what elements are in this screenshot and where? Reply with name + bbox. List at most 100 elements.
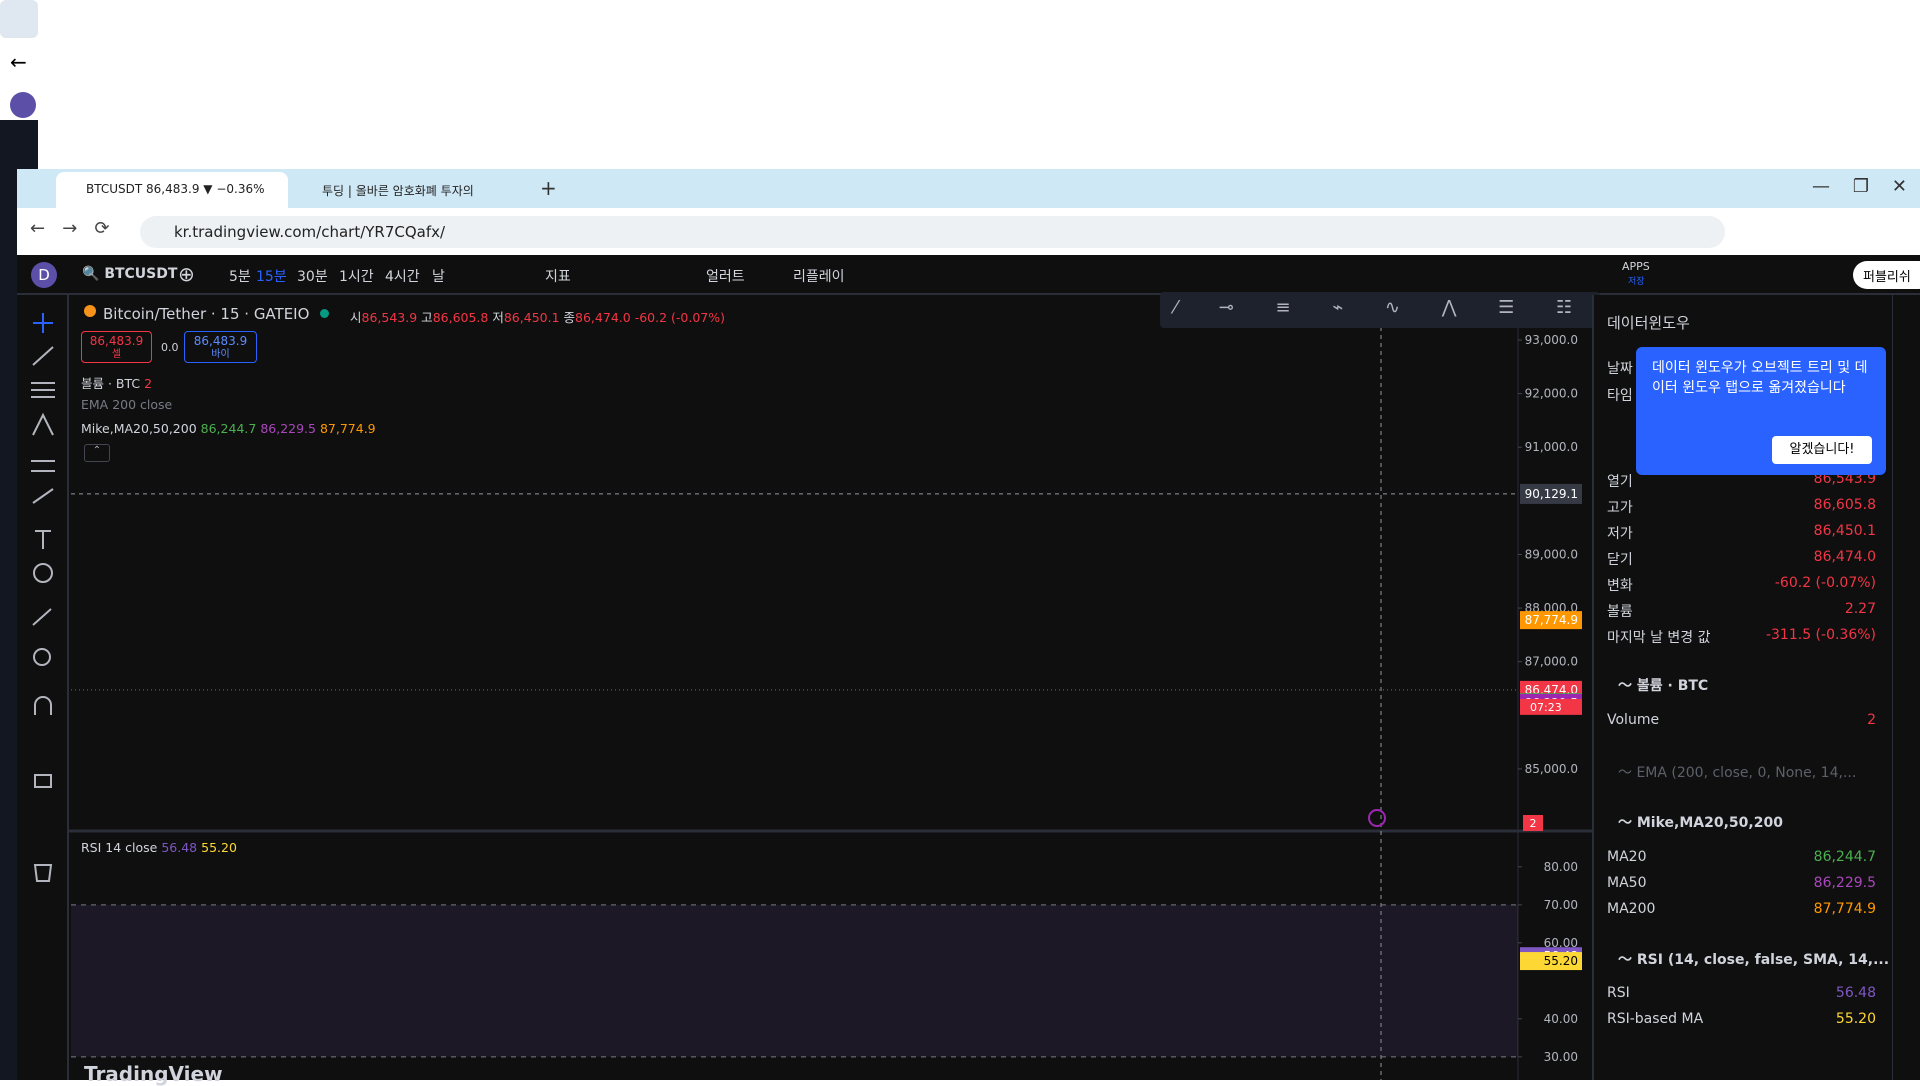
replay-marker[interactable] xyxy=(1368,809,1386,827)
crosshair-tool[interactable] xyxy=(33,313,53,333)
section-title[interactable]: 〜 Mike,MA20,50,200 xyxy=(1618,815,1783,831)
buy-label[interactable]: 바이 xyxy=(211,349,230,360)
price-badge-label: 55.20 xyxy=(1544,954,1578,968)
zoom-tool[interactable] xyxy=(33,648,51,666)
tab-title[interactable]: BTCUSDT 86,483.9 ▼ −0.36% xyxy=(86,182,265,196)
trash-tool[interactable] xyxy=(33,864,53,882)
tab-title[interactable]: 투딩 | 올바른 암호화폐 투자의 xyxy=(322,184,474,198)
lock-tool[interactable] xyxy=(34,774,52,788)
collapse-legend[interactable]: ⌃ xyxy=(84,444,110,462)
compare[interactable]: ⊕ xyxy=(178,262,195,286)
row-value: -60.2 (-0.07%) xyxy=(1774,575,1876,591)
tick-label: 70.00 xyxy=(1544,898,1578,912)
countdown: 07:23 xyxy=(1530,701,1562,714)
section-title[interactable]: 〜 EMA (200, close, 0, None, 14,... xyxy=(1618,765,1857,781)
drawing-toolbar xyxy=(17,295,69,1080)
price-badge xyxy=(1520,611,1582,630)
brand[interactable]: TradingView xyxy=(84,1062,223,1086)
countdown-badge xyxy=(1520,698,1582,715)
mike-legend[interactable]: Mike,MA20,50,200 86,244.7 86,229.5 87,77… xyxy=(81,421,376,436)
row-value: 87,774.9 xyxy=(1813,901,1876,917)
publish[interactable]: 퍼블리쉬 xyxy=(1853,261,1920,289)
crosshair-badge xyxy=(1520,483,1582,504)
ohlc-value: 86,450.1 xyxy=(503,310,560,325)
menu-button[interactable] xyxy=(0,0,38,38)
row-value: 86,605.8 xyxy=(1813,497,1876,513)
tick-label: 30.00 xyxy=(1544,1050,1578,1064)
interval[interactable]: 날 xyxy=(432,269,445,285)
ruler-tool[interactable] xyxy=(32,608,52,626)
new-tab[interactable]: + xyxy=(540,176,557,200)
ohlc-item: 종86,474.0 xyxy=(564,310,635,325)
symbol[interactable]: BTCUSDT xyxy=(104,266,178,282)
profile-icon[interactable] xyxy=(10,92,36,118)
window-controls[interactable]: — ❐ ✕ xyxy=(1812,176,1907,197)
symbol-search[interactable]: 🔍 BTCUSDT xyxy=(82,266,178,282)
ohlc-value: 86,474.0 xyxy=(575,310,631,325)
hidden-row: 타임 xyxy=(1607,388,1633,404)
tooltip-text: 데이터 윈도우가 오브젝트 트리 및 데이터 윈도우 탭으로 옮겨졌습니다 xyxy=(1652,360,1868,396)
apps[interactable]: APPS xyxy=(1622,260,1650,273)
tick-label: 40.00 xyxy=(1544,1012,1578,1026)
floating-toolbar[interactable]: ⁄ ⊸ ≡ ⌁ ∿ ⋀ ☰ ☷ ▢ T xyxy=(1160,292,1684,328)
spread: 0.0 xyxy=(161,341,179,354)
tab-bar xyxy=(17,169,1920,208)
section-title[interactable]: 〜 볼륨 · BTC xyxy=(1618,678,1709,694)
symbol-title[interactable]: Bitcoin/Tether · 15 · GATEIO xyxy=(103,305,310,323)
ema-legend[interactable]: EMA 200 close xyxy=(81,397,173,412)
pattern-tool[interactable] xyxy=(32,412,54,436)
url-field[interactable] xyxy=(140,216,1725,248)
interval[interactable]: 4시간 xyxy=(385,269,420,285)
interval[interactable]: 30분 xyxy=(297,269,328,285)
back-arrow[interactable]: ← xyxy=(10,50,27,74)
symbol-icon xyxy=(84,305,96,317)
sell-button[interactable]: 86,483.9 셀 xyxy=(81,331,152,363)
row-value: 2.27 xyxy=(1844,601,1876,617)
row-label: RSI-based MA xyxy=(1607,1011,1704,1027)
buy-price[interactable]: 86,483.9 xyxy=(193,334,248,348)
chart-area xyxy=(69,295,1592,1080)
save[interactable]: 저장 xyxy=(1628,277,1645,287)
avatar[interactable]: D xyxy=(31,262,57,288)
magnet-tool[interactable] xyxy=(34,696,52,715)
emoji-tool[interactable] xyxy=(33,563,53,583)
rsi-value: 56.48 xyxy=(161,840,198,855)
tick-label: 85,000.0 xyxy=(1525,762,1578,776)
rsi-section: RSI (14, close, false, SMA, 14,... xyxy=(1636,952,1890,968)
row-label: 저가 xyxy=(1607,526,1633,542)
url[interactable]: kr.tradingview.com/chart/YR7CQafx/ xyxy=(174,223,446,241)
brush-tool[interactable] xyxy=(32,488,54,504)
interval[interactable]: 15분 xyxy=(256,269,287,285)
line-tool[interactable] xyxy=(32,346,54,366)
ma50-value: 86,229.5 xyxy=(260,421,316,436)
text-tool[interactable] xyxy=(35,530,51,549)
buy-button[interactable]: 86,483.9 바이 xyxy=(184,331,257,363)
volume-value: 2 xyxy=(144,376,153,391)
interval[interactable]: 1시간 xyxy=(339,269,374,285)
alert[interactable]: 얼러트 xyxy=(706,269,745,285)
active-tab[interactable] xyxy=(56,172,288,208)
volume-legend[interactable]: 볼륨 · BTC 2 xyxy=(81,373,152,392)
sell-label[interactable]: 셀 xyxy=(111,349,122,360)
rsi-legend[interactable]: RSI 14 close 56.48 55.20 xyxy=(81,840,237,855)
ohlc-label: 시 xyxy=(350,310,362,325)
market-status xyxy=(320,309,329,318)
interval[interactable]: 5분 xyxy=(229,269,251,285)
fib-tool[interactable] xyxy=(31,382,55,398)
row-label: MA200 xyxy=(1607,901,1656,917)
forecast-tool[interactable] xyxy=(31,460,55,472)
replay[interactable]: 리플레이 xyxy=(793,269,845,285)
ohlc-value: 86,605.8 xyxy=(432,310,489,325)
row-value: 86,474.0 xyxy=(1813,549,1876,565)
nav-buttons[interactable]: ← → ⟳ xyxy=(30,218,110,239)
row-value: -311.5 (-0.36%) xyxy=(1765,627,1876,643)
hidden-row: 날짜 xyxy=(1607,361,1633,377)
tooltip-button[interactable]: 알겠습니다! xyxy=(1772,436,1872,464)
tick-label: 80.00 xyxy=(1544,860,1578,874)
indicators[interactable]: 지표 xyxy=(545,269,571,285)
tick-label: 93,000.0 xyxy=(1525,333,1578,347)
sell-price[interactable]: 86,483.9 xyxy=(89,334,144,348)
section-title[interactable]: 〜 RSI (14, close, false, SMA, 14,... xyxy=(1618,952,1890,968)
ohlc-label: 고 xyxy=(421,310,433,325)
